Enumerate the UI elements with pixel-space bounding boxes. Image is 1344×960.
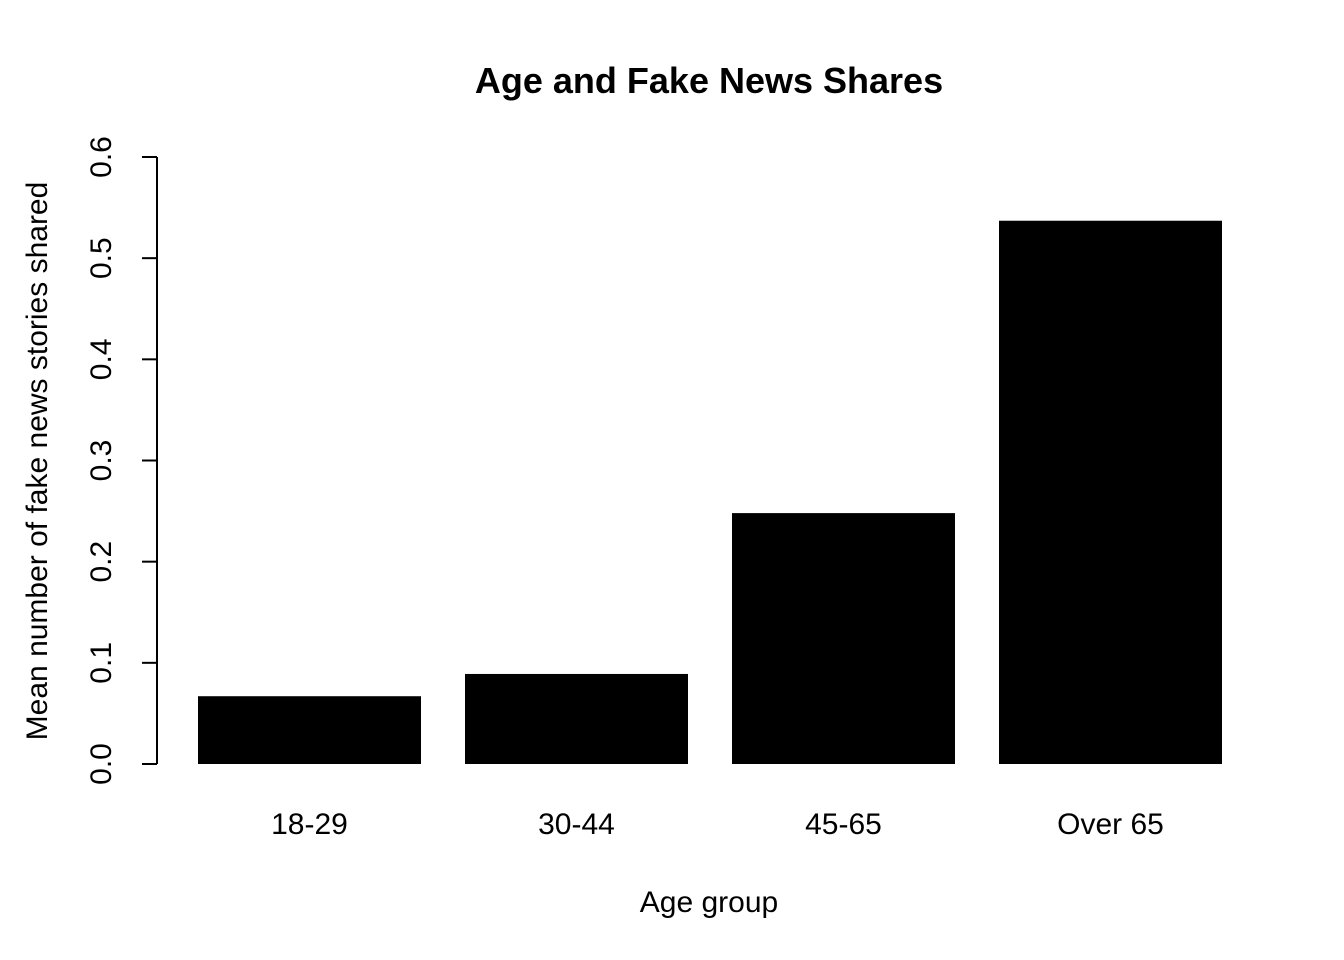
bar — [198, 696, 421, 764]
x-tick-label: 18-29 — [271, 808, 348, 841]
x-axis-label: Age group — [640, 886, 778, 919]
y-tick-label: 0.0 — [85, 743, 118, 785]
x-tick-label: 45-65 — [805, 808, 882, 841]
y-axis-label: Mean number of fake news stories shared — [21, 182, 54, 741]
y-tick-label: 0.1 — [85, 642, 118, 684]
bar — [999, 220, 1222, 765]
bars — [198, 220, 1222, 765]
chart-title: Age and Fake News Shares — [475, 60, 943, 101]
x-tick-labels: 18-29 30-44 45-65 Over 65 — [271, 808, 1164, 841]
x-tick-label: 30-44 — [538, 808, 615, 841]
bar — [465, 673, 688, 764]
bar — [732, 513, 955, 764]
y-tick-label: 0.3 — [85, 440, 118, 482]
x-tick-label: Over 65 — [1057, 808, 1164, 841]
y-tick-label: 0.6 — [85, 136, 118, 178]
y-tick-label: 0.5 — [85, 237, 118, 279]
y-tick-label: 0.2 — [85, 541, 118, 583]
y-axis: 0.0 0.1 0.2 0.3 0.4 0.5 0.6 — [85, 136, 158, 785]
y-tick-label: 0.4 — [85, 338, 118, 380]
